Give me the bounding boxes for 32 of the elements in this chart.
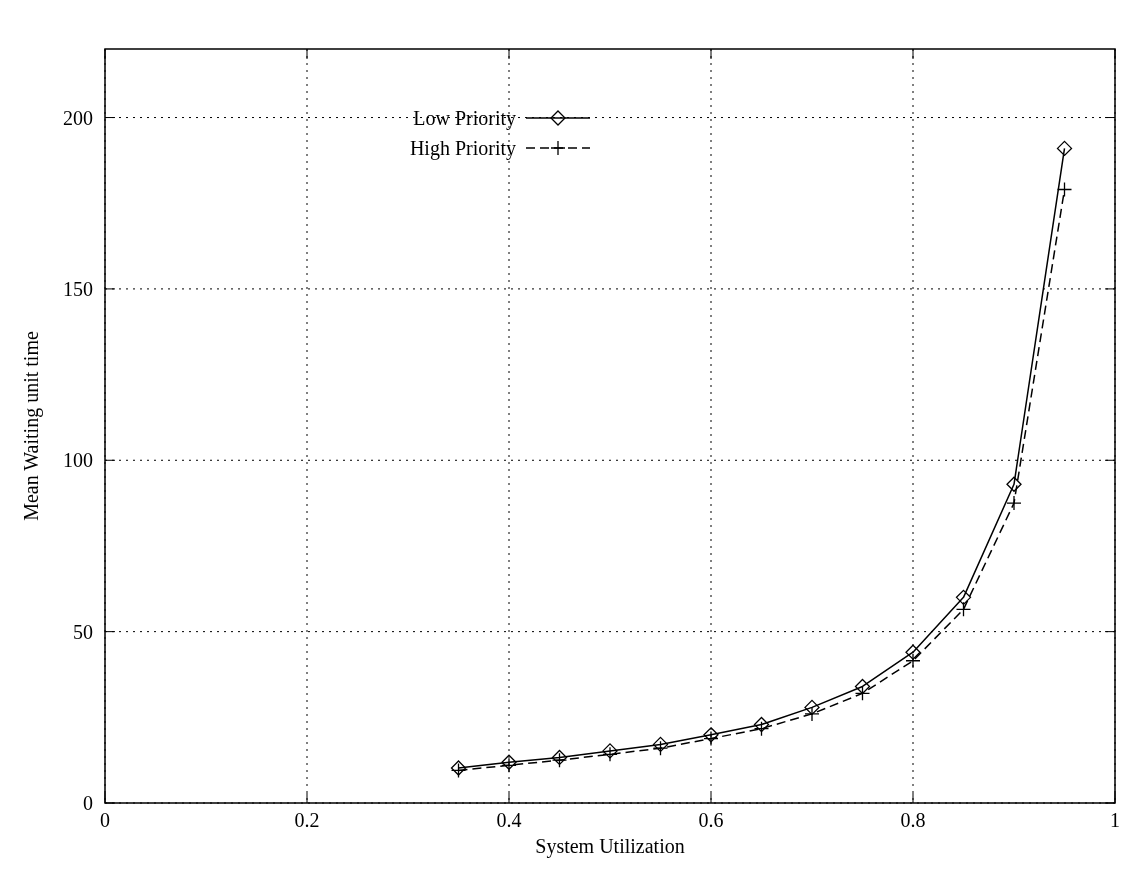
point [652,740,669,756]
x-tick-label: 0.2 [294,809,320,831]
y-tick-label: 50 [73,620,93,643]
point [753,716,770,733]
point [753,720,770,737]
legend-entry: High Priority [409,137,591,159]
legend-label: High Priority [409,137,516,160]
x-tick-label: 0.4 [496,809,522,831]
point [1006,476,1022,492]
y-tick-label: 150 [63,277,93,300]
y-tick-label: 0 [83,792,93,814]
point [703,727,719,743]
y-tick-label: 200 [63,106,93,129]
point [955,589,972,606]
y-tick-label: 100 [63,449,93,472]
x-tick-label: 0 [100,809,110,831]
point [1056,181,1073,198]
point [854,685,871,701]
point [804,699,820,716]
y-axis-title: Mean Waiting unit time [20,331,43,521]
x-tick-label: 0.6 [698,809,724,831]
x-tick-label: 1 [1110,809,1120,831]
point [1056,140,1073,157]
x-axis-title: System Utilization [535,835,685,858]
legend-label: Low Priority [413,107,516,130]
point [905,644,921,660]
legend-entry: Low Priority [413,107,591,129]
point [905,653,921,669]
point [652,736,669,753]
point [854,678,871,695]
x-tick-label: 0.8 [900,809,926,831]
point [955,601,972,618]
